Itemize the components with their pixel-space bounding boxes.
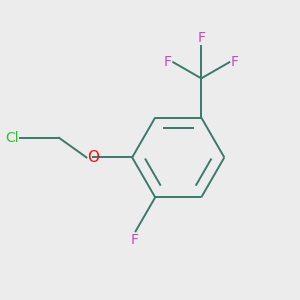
- Text: F: F: [197, 31, 205, 45]
- Text: O: O: [87, 150, 99, 165]
- Text: F: F: [164, 55, 172, 69]
- Text: Cl: Cl: [5, 131, 19, 145]
- Text: F: F: [230, 55, 238, 69]
- Text: F: F: [131, 233, 139, 247]
